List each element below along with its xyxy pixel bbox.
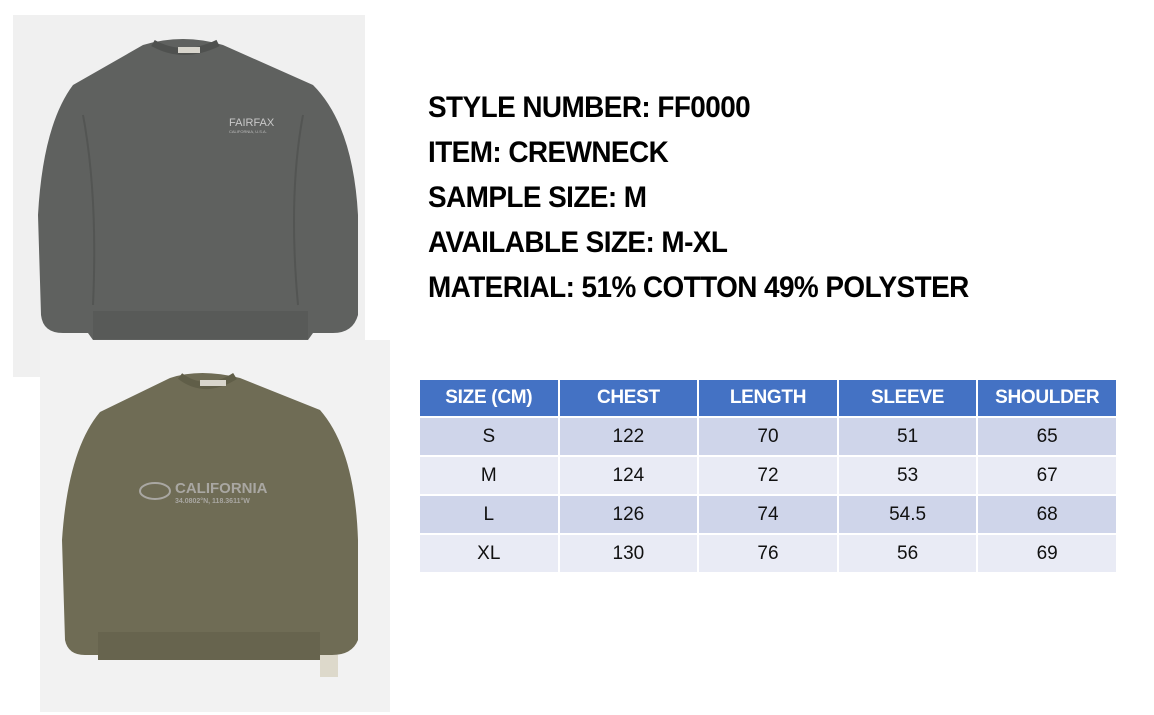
cell-length: 72 (697, 455, 839, 496)
cell-sleeve: 56 (836, 533, 979, 574)
table-row: S 122 70 51 65 (418, 416, 1118, 457)
cell-length: 76 (697, 533, 839, 574)
table-row: M 124 72 53 67 (418, 455, 1118, 496)
cell-shoulder: 69 (976, 533, 1118, 574)
cell-shoulder: 67 (976, 455, 1118, 496)
cell-length: 74 (697, 494, 839, 535)
table-header-row: SIZE (CM) CHEST LENGTH SLEEVE SHOULDER (418, 378, 1118, 418)
cell-shoulder: 68 (976, 494, 1118, 535)
cell-chest: 126 (557, 494, 700, 535)
available-size: AVAILABLE SIZE: M-XL (428, 226, 728, 259)
product-photo-gray-crewneck: FAIRFAX CALIFORNIA, U.S.A. (13, 15, 365, 377)
cell-sleeve: 54.5 (836, 494, 979, 535)
header-size: SIZE (CM) (418, 378, 560, 418)
cell-length: 70 (697, 416, 839, 457)
item-type: ITEM: CREWNECK (428, 136, 669, 169)
cell-size: S (418, 416, 560, 457)
product-photo-olive-crewneck: CALIFORNIA 34.0802°N, 118.3611°W (40, 340, 390, 712)
california-subprint: 34.0802°N, 118.3611°W (175, 497, 250, 505)
header-chest: CHEST (557, 378, 700, 418)
spec-list: STYLE NUMBER: FF0000 ITEM: CREWNECK SAMP… (428, 88, 1009, 313)
fairfax-print: FAIRFAX (229, 117, 275, 129)
cell-chest: 130 (557, 533, 700, 574)
cell-size: M (418, 455, 560, 496)
california-print: CALIFORNIA (175, 480, 268, 497)
size-chart-table: SIZE (CM) CHEST LENGTH SLEEVE SHOULDER S… (418, 378, 1118, 574)
cell-shoulder: 65 (976, 416, 1118, 457)
fairfax-subprint: CALIFORNIA, U.S.A. (229, 129, 267, 134)
cell-chest: 122 (557, 416, 700, 457)
header-length: LENGTH (697, 378, 839, 418)
cell-sleeve: 51 (836, 416, 979, 457)
cell-chest: 124 (557, 455, 700, 496)
sample-size: SAMPLE SIZE: M (428, 181, 647, 214)
header-sleeve: SLEEVE (836, 378, 979, 418)
table-row: XL 130 76 56 69 (418, 533, 1118, 574)
cell-size: L (418, 494, 560, 535)
cell-sleeve: 53 (836, 455, 979, 496)
table-row: L 126 74 54.5 68 (418, 494, 1118, 535)
style-number: STYLE NUMBER: FF0000 (428, 91, 751, 124)
material: MATERIAL: 51% COTTON 49% POLYSTER (428, 271, 969, 304)
header-shoulder: SHOULDER (976, 378, 1118, 418)
cell-size: XL (418, 533, 560, 574)
